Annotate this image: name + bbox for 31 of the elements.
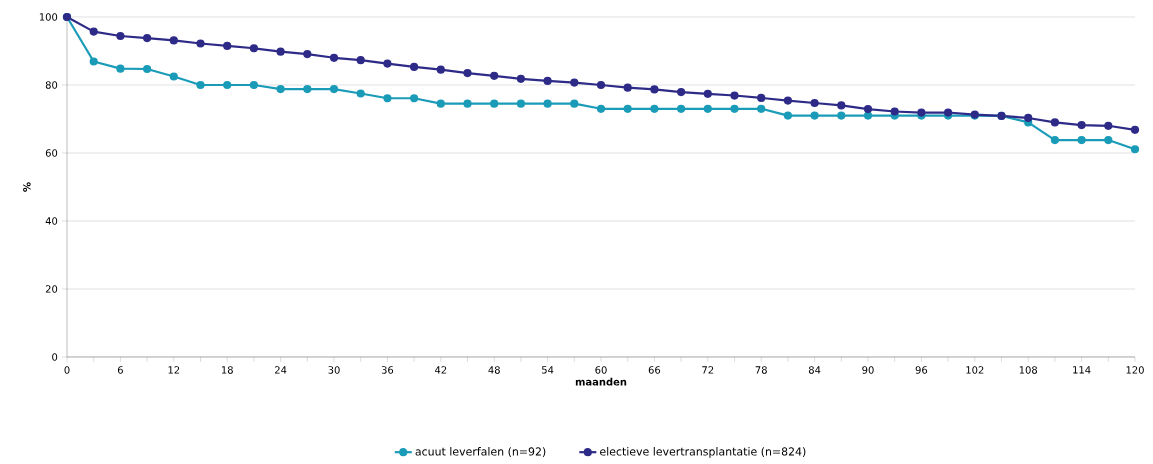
x-tick-label: 6	[117, 366, 123, 374]
x-tick-label: 108	[1019, 366, 1038, 374]
y-tick-label: 20	[45, 285, 58, 293]
x-tick-label: 66	[648, 366, 661, 374]
x-tick-label: 96	[915, 366, 928, 374]
x-tick-label: 120	[1126, 366, 1144, 374]
y-tick-label: 0	[52, 353, 58, 361]
x-tick-label: 54	[542, 366, 554, 374]
x-tick-label: 36	[381, 366, 394, 374]
x-tick-label: 84	[808, 366, 821, 374]
y-tick-label: 100	[39, 13, 58, 21]
x-tick-label: 12	[168, 366, 180, 374]
x-tick-label: 48	[488, 366, 500, 374]
x-tick-label: 72	[702, 366, 714, 374]
x-tick-label: 114	[1073, 366, 1091, 374]
y-tick-label: 40	[45, 217, 58, 225]
x-tick-label: 90	[862, 366, 874, 374]
x-tick-label: 18	[221, 366, 233, 374]
x-tick-label: 24	[275, 366, 287, 374]
x-tick-label: 78	[755, 366, 767, 374]
y-tick-label: 60	[45, 149, 58, 157]
x-tick-label: 102	[966, 366, 984, 374]
y-axis-title: %	[23, 182, 31, 192]
legend-label: acuut leverfalen (n=92)	[415, 447, 546, 457]
x-tick-label: 0	[64, 366, 70, 374]
legend-label: electieve levertransplantatie (n=824)	[600, 447, 806, 458]
x-tick-label: 30	[328, 366, 340, 374]
x-tick-label: 42	[434, 366, 447, 374]
x-axis-title: maanden	[575, 377, 627, 386]
x-tick-label: 60	[595, 366, 607, 374]
y-tick-label: 80	[45, 81, 58, 89]
